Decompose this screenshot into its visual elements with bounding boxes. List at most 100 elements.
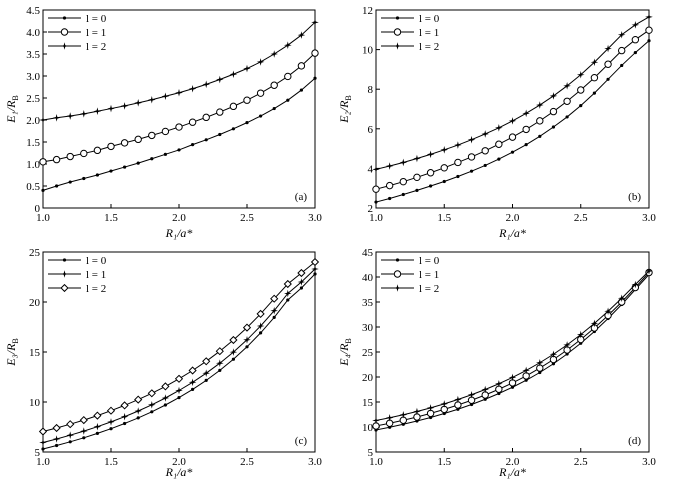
panel-a: 1.0 1.5 2.0 2.5 3.0 0 0.5 1.0 1.5 2.0 2.5 3.0 3.5 4.0… xyxy=(4,5,322,240)
panel-c-data-point xyxy=(147,389,156,398)
panel-c-label: (c) xyxy=(295,435,308,447)
panel-b-data-point xyxy=(467,153,476,161)
panel-a-data-point xyxy=(245,121,249,125)
panel-c-ylabel: E₃/RB xyxy=(4,338,20,367)
panel-b-data-point xyxy=(510,150,515,154)
panel-c-data-point xyxy=(52,435,61,443)
panel-d-xtick-label: 2.0 xyxy=(506,456,520,468)
panel-c-ytick-label: 10 xyxy=(29,397,41,409)
panel-b-data-point xyxy=(440,164,448,172)
panel-a-xtick-label: 1.5 xyxy=(104,212,118,224)
panel-c-data-point xyxy=(284,289,292,298)
panel-c-series-line-2 xyxy=(42,261,316,432)
panel-c-xtick-label: 1.5 xyxy=(104,456,118,468)
panel-a-data-point xyxy=(259,114,263,118)
panel-b-data-point xyxy=(426,150,435,159)
panel-a-data-point xyxy=(107,142,115,151)
panel-c-data-point xyxy=(136,416,140,420)
panel-a-legend-label: l = 1 xyxy=(86,27,106,39)
panel-d-series-line-0 xyxy=(375,274,650,431)
panel-c-data-point xyxy=(229,335,238,345)
panel-b-ytick-label: 6 xyxy=(368,124,374,136)
panel-b-data-point xyxy=(483,163,487,168)
panel-a-data-point xyxy=(93,146,102,155)
panel-b-data-point xyxy=(429,184,433,188)
panel-b-data-point xyxy=(647,39,651,43)
panel-a-data-point xyxy=(123,165,127,169)
panel-c-data-point xyxy=(310,257,320,267)
panel-a-data-point xyxy=(202,113,210,122)
panel-b-data-point xyxy=(426,169,435,177)
panel-b-data-point xyxy=(538,134,542,138)
panel-d-legend-marker xyxy=(393,270,402,278)
panel-b-data-point xyxy=(413,173,421,182)
panel-c-data-point xyxy=(150,410,154,414)
panel-b-data-point xyxy=(565,115,569,119)
panel-b-data-point xyxy=(590,74,599,82)
panel-c-data-point xyxy=(242,323,252,332)
panel-a-data-point xyxy=(39,158,47,166)
panel-a-data-point xyxy=(39,116,47,124)
panel-d-series-line-2 xyxy=(375,270,650,421)
panel-b-data-point xyxy=(549,107,558,116)
panel-b-ytick-label: 2 xyxy=(368,203,374,215)
panel-d-ytick-label: 35 xyxy=(362,297,374,309)
panel-b-data-point xyxy=(576,70,585,79)
panel-b-data-point xyxy=(374,200,378,204)
panel-a-ytick-label: 0.5 xyxy=(26,181,40,193)
panel-a-ylabel: E₁/RB xyxy=(4,95,20,124)
panel-b-data-point xyxy=(456,174,460,179)
panel-a-data-point xyxy=(256,58,265,66)
panel-c-data-point xyxy=(109,427,113,431)
panel-a-data-point xyxy=(120,102,129,110)
panel-d-legend-marker xyxy=(395,258,400,262)
panel-c-data-point xyxy=(218,368,222,372)
panel-b-ylabel: E₂/RB xyxy=(337,95,353,124)
panel-b-series-line-2 xyxy=(375,16,650,170)
panel-a-xlabel: R₁/a* xyxy=(165,226,193,240)
panel-a-data-point xyxy=(270,50,278,58)
panel-a-label: (a) xyxy=(295,191,308,203)
panel-d-data-point xyxy=(563,341,571,349)
panel-b-data-point xyxy=(563,97,571,105)
panel-b-xtick-label: 3.0 xyxy=(642,212,656,224)
panel-d-legend-marker xyxy=(393,284,402,292)
panel-d-data-point xyxy=(536,358,544,367)
panel-d-data-point xyxy=(372,416,380,425)
panel-a-data-point xyxy=(231,127,235,131)
panel-c-data-point xyxy=(259,331,263,335)
panel-b-data-point xyxy=(522,109,530,118)
panel-d-ytick-label: 20 xyxy=(362,372,374,384)
panel-d-ylabel: E₄/RB xyxy=(337,338,353,367)
panel-a-data-point xyxy=(191,143,195,147)
panel-b-data-point xyxy=(524,143,528,147)
panel-b-data-point xyxy=(388,196,392,201)
panel-b-data-point xyxy=(631,36,640,44)
panel-c-data-point xyxy=(256,322,265,330)
panel-d-data-point xyxy=(631,280,640,289)
panel-a-data-point xyxy=(80,149,88,158)
panel-b-data-point xyxy=(592,91,597,95)
panel-a-data-point xyxy=(136,161,140,165)
panel-c-legend-label: l = 2 xyxy=(86,283,106,295)
panel-a-data-point xyxy=(41,188,45,192)
panel-a-data-point xyxy=(161,127,170,136)
panel-d-data-point xyxy=(385,413,394,422)
panel-d-ytick-label: 10 xyxy=(362,422,374,434)
panel-b-legend-marker xyxy=(393,42,402,50)
panel-b-data-point xyxy=(577,86,585,94)
panel-c-data-point xyxy=(93,422,102,431)
panel-d-data-point xyxy=(617,294,626,303)
panel-b-data-point xyxy=(454,158,462,167)
panel-a-data-point xyxy=(216,75,224,84)
panel-c-data-point xyxy=(39,438,47,447)
panel-a-data-point xyxy=(95,173,99,177)
panel-c-data-point xyxy=(174,374,184,383)
panel-a-data-point xyxy=(313,76,317,80)
panel-b-xtick-label: 1.0 xyxy=(369,212,383,224)
panel-b-data-point xyxy=(469,169,474,173)
panel-c-data-point xyxy=(297,268,306,278)
panel-d-ytick-label: 15 xyxy=(362,397,374,409)
panel-c-data-point xyxy=(216,359,224,367)
